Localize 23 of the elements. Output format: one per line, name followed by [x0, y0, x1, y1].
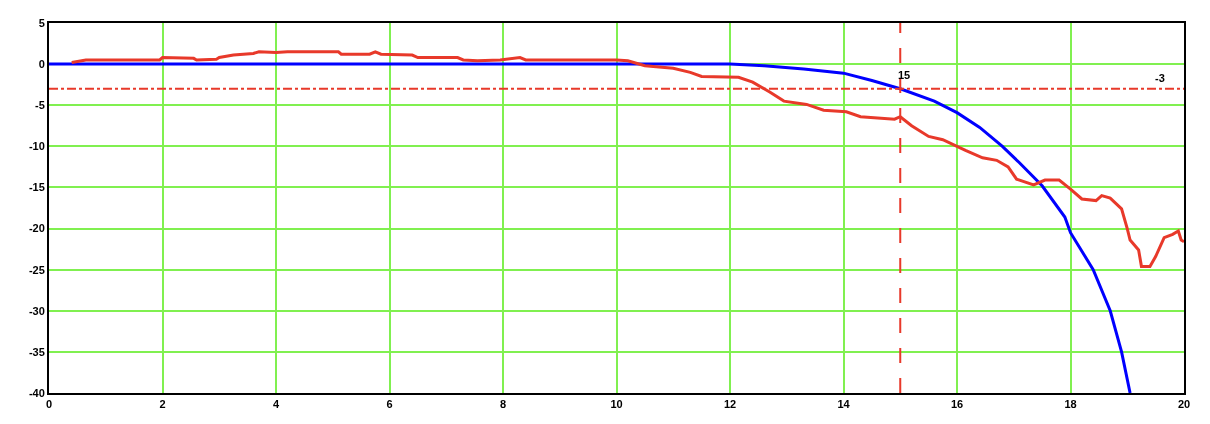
y-tick-label: -5 — [35, 99, 45, 112]
x-tick-label: 12 — [723, 398, 737, 411]
x-tick-label: 20 — [1177, 398, 1191, 411]
x-tick-label: 8 — [499, 398, 507, 411]
x-tick-label: 4 — [272, 398, 280, 411]
y-tick-label: -40 — [28, 386, 45, 399]
y-tick-label: -10 — [28, 140, 45, 153]
y-tick-label: -20 — [28, 222, 45, 235]
y-tick-label: -35 — [28, 345, 45, 358]
ref-line-label: 15 — [898, 69, 911, 81]
x-tick-label: 10 — [610, 398, 623, 411]
line-series — [49, 62, 1132, 393]
y-tick-label: 0 — [38, 57, 45, 70]
y-tick-label: -30 — [28, 304, 45, 317]
x-tick-label: 2 — [159, 398, 166, 411]
x-tick-label: 6 — [386, 398, 393, 411]
ref-line-label: -3 — [1155, 72, 1165, 84]
x-tick-label: 18 — [1064, 398, 1077, 411]
y-tick-label: -25 — [28, 263, 45, 276]
y-tick-label: 5 — [38, 16, 45, 29]
x-tick-label: 14 — [837, 398, 851, 411]
x-tick-label: 16 — [950, 398, 964, 411]
y-tick-label: -15 — [28, 181, 45, 194]
